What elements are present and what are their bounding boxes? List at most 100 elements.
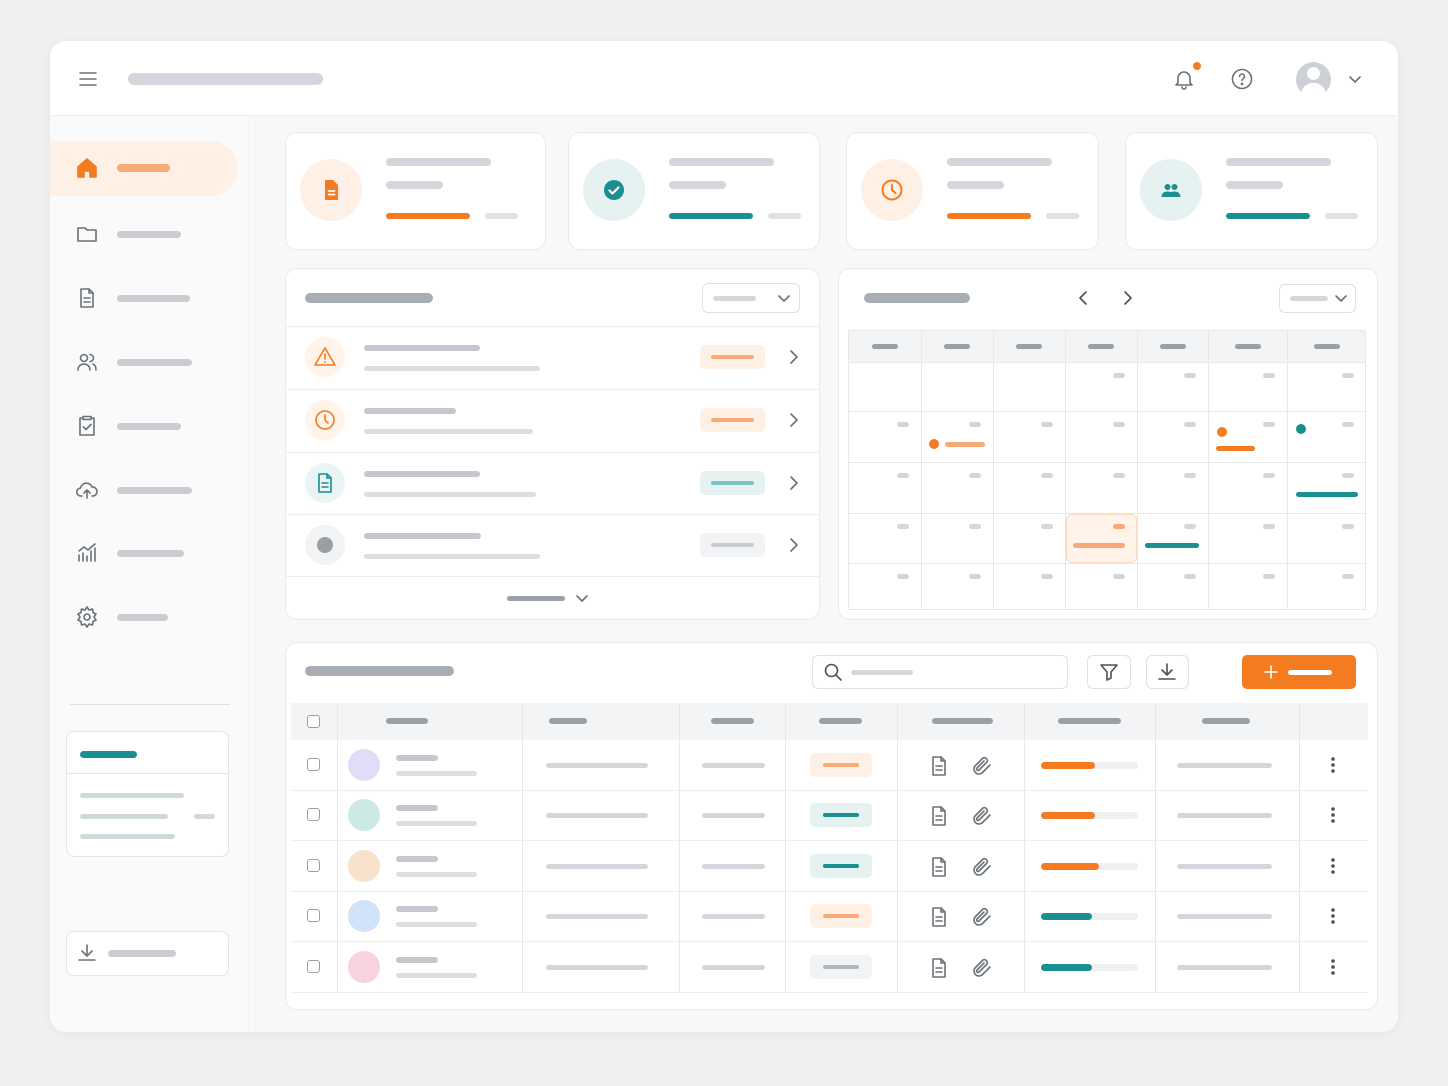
document-icon-part [935,756,946,771]
search-input[interactable] [812,655,1068,689]
notification-dot [1193,62,1201,70]
download-icon-part [78,944,96,961]
menu-button-part [79,72,97,86]
event-dot [1296,424,1306,434]
day-number [1184,372,1196,378]
nav-label [117,613,168,621]
task-chevron[interactable] [782,533,806,557]
document-icon[interactable] [927,754,951,778]
row-actions-button[interactable] [1321,753,1345,777]
stat-title [947,158,1052,166]
search-placeholder [851,669,913,675]
row-checkbox[interactable] [307,960,320,973]
user-menu-chevron[interactable] [1343,67,1367,91]
document-icon[interactable] [927,905,951,929]
cell-text [546,913,648,919]
page-title-placeholder [128,73,323,85]
row-actions-button-part [1331,914,1335,918]
dropdown-label [713,295,756,301]
row-divider [286,452,819,453]
row-actions-button[interactable] [1321,803,1345,827]
row-checkbox[interactable] [307,758,320,771]
row-actions-button[interactable] [1321,854,1345,878]
status-label [823,813,859,817]
nav-icon [80,288,94,308]
day-number [897,523,909,529]
select-all-checkbox[interactable] [307,715,320,728]
prev-month-button[interactable] [1071,286,1095,310]
task-chevron[interactable] [782,408,806,432]
task-title [364,533,481,539]
calendar-grid [848,330,1366,610]
document-icon-part [935,958,946,973]
row-actions-button[interactable] [1321,955,1345,979]
row-checkbox[interactable] [307,909,320,922]
row-divider [291,840,1368,841]
nav-icon-part [78,543,96,562]
day-number [1342,573,1354,579]
document-icon[interactable] [927,804,951,828]
row-subtitle [396,921,477,927]
cell-text [702,812,765,818]
attachment-icon[interactable] [970,754,994,778]
cell-text [1177,812,1272,818]
day-number [969,573,981,579]
nav-icon [78,543,96,562]
show-more-chevron[interactable] [570,586,594,610]
document-icon[interactable] [927,956,951,980]
attachment-icon[interactable] [970,956,994,980]
row-actions-button[interactable] [1321,904,1345,928]
calendar-row-line [848,362,1366,363]
nav-icon [77,606,97,628]
dropdown-chevron-part [1335,295,1347,302]
table-col-line [897,703,898,993]
stat-icon-part [1161,191,1181,197]
calendar-row-line [848,563,1366,564]
document-icon-part [935,806,946,821]
filter-button[interactable] [1087,655,1131,689]
weekday-label [1234,343,1261,349]
task-chevron[interactable] [782,345,806,369]
row-actions-button-part [1331,858,1335,862]
row-avatar [348,900,380,932]
row-subtitle [396,770,477,776]
progress-fill [1041,963,1093,971]
menu-button[interactable] [76,67,100,91]
row-checkbox[interactable] [307,808,320,821]
day-number [1041,523,1053,529]
stat-title [1226,158,1331,166]
table-col-line [337,703,338,993]
stat-meta [768,213,801,219]
next-month-button[interactable] [1116,286,1140,310]
calendar-row-line [848,462,1366,463]
attachment-icon[interactable] [970,855,994,879]
nav-icon-part [77,227,97,242]
cell-text [702,762,765,768]
notifications-button[interactable] [1172,67,1196,91]
task-chevron[interactable] [782,471,806,495]
row-avatar [348,850,380,882]
stat-icon-circle [1140,159,1202,221]
row-checkbox[interactable] [307,859,320,872]
weekday-label [944,343,970,349]
prev-month-button-part [1079,291,1087,305]
attachment-icon[interactable] [970,804,994,828]
task-chevron-part [790,538,798,552]
cell-text [702,964,765,970]
nav-label [117,422,181,430]
nav-icon-part [83,489,91,499]
document-icon[interactable] [927,855,951,879]
row-divider [291,941,1368,942]
attachment-icon[interactable] [970,905,994,929]
progress-fill [1041,862,1100,870]
weekday-label [1088,343,1114,349]
stat-accent [1226,213,1310,219]
help-button[interactable] [1230,67,1254,91]
column-header [711,718,754,724]
add-icon-part [1264,665,1278,679]
stat-accent [386,213,470,219]
column-header [1058,718,1121,724]
widget-line [80,813,168,819]
row-divider [291,891,1368,892]
